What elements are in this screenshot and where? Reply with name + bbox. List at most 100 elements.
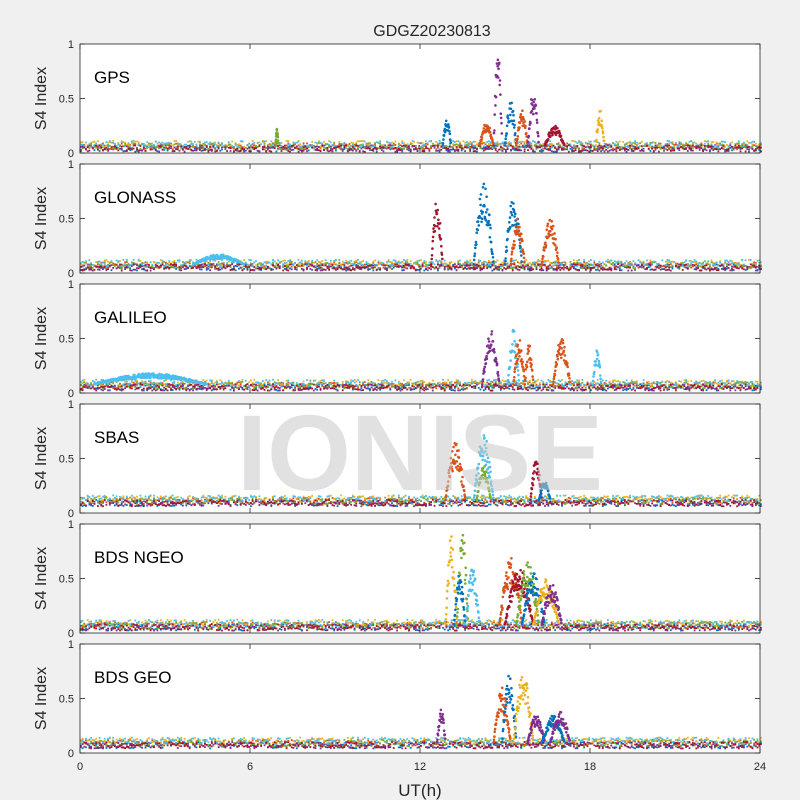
data-point (343, 266, 346, 268)
data-point (598, 148, 601, 151)
data-point (251, 148, 254, 150)
data-point (598, 147, 601, 150)
data-point (306, 145, 308, 148)
data-point (615, 141, 618, 143)
data-point (668, 265, 670, 267)
data-point (173, 264, 176, 267)
data-point (632, 267, 635, 270)
data-point (370, 264, 373, 267)
data-point (338, 261, 341, 264)
data-point (678, 266, 681, 268)
data-point (370, 149, 373, 151)
data-point (404, 263, 407, 266)
data-point (358, 262, 361, 265)
data-point (642, 261, 645, 263)
data-point (758, 266, 761, 268)
data-point (613, 267, 616, 269)
data-point (195, 266, 198, 268)
data-point (539, 150, 541, 152)
data-point (340, 267, 342, 270)
data-point (394, 261, 397, 264)
data-point (107, 141, 109, 144)
data-point (717, 269, 720, 271)
data-point (421, 146, 424, 149)
data-point (301, 264, 303, 267)
data-point (754, 264, 757, 266)
data-point (229, 388, 232, 391)
data-point (275, 264, 278, 267)
data-point (659, 147, 662, 150)
data-point (588, 260, 591, 263)
data-point (435, 266, 438, 269)
data-point (544, 244, 548, 247)
data-point (528, 268, 531, 271)
data-point (326, 265, 329, 268)
data-point (290, 149, 293, 151)
data-point (573, 263, 575, 266)
data-point (372, 269, 375, 272)
data-point (382, 262, 385, 265)
data-point (714, 262, 716, 265)
data-point (663, 148, 665, 151)
data-point (124, 263, 126, 266)
data-point (375, 141, 378, 143)
data-point (579, 140, 582, 143)
data-point (613, 148, 616, 151)
data-point (486, 145, 489, 148)
data-point (403, 259, 405, 261)
data-point (234, 142, 237, 145)
data-point (289, 259, 291, 261)
data-point (108, 144, 111, 147)
data-point (574, 264, 577, 266)
data-point (411, 145, 414, 147)
data-point (406, 267, 409, 270)
data-point (323, 262, 325, 265)
data-point (469, 264, 472, 266)
data-point (265, 147, 268, 149)
data-point (510, 250, 514, 253)
data-point (523, 120, 527, 123)
data-point (156, 150, 159, 153)
data-point (243, 148, 245, 150)
data-point (546, 224, 549, 228)
data-point (741, 265, 744, 267)
data-point (488, 263, 490, 266)
data-point (81, 268, 84, 271)
data-point (386, 147, 388, 150)
data-point (465, 141, 468, 144)
data-point (267, 265, 269, 268)
data-point (307, 149, 310, 152)
data-point (673, 145, 676, 148)
data-point (421, 141, 424, 144)
data-point (272, 268, 274, 271)
data-point (605, 260, 608, 263)
data-point (350, 145, 353, 148)
data-point (493, 268, 495, 271)
data-point (607, 150, 609, 153)
data-point (731, 269, 733, 272)
data-point (131, 142, 133, 144)
data-point (204, 387, 206, 389)
data-point (277, 145, 279, 147)
data-point (712, 264, 715, 267)
data-point (703, 265, 706, 268)
data-point (552, 264, 555, 267)
data-point (566, 267, 568, 270)
data-point (566, 148, 568, 151)
y-tick-label: 0.5 (59, 214, 74, 226)
data-point (248, 264, 251, 266)
data-point (494, 149, 497, 151)
data-point (656, 145, 659, 147)
data-point (437, 267, 439, 270)
data-point (399, 262, 402, 264)
data-point (131, 265, 133, 267)
data-point (185, 145, 188, 148)
data-point (267, 148, 269, 151)
data-point (149, 144, 152, 147)
data-point (464, 144, 466, 147)
data-point (357, 262, 359, 265)
data-point (573, 140, 575, 142)
data-point (319, 262, 322, 265)
data-point (335, 146, 337, 149)
data-point (318, 146, 320, 148)
